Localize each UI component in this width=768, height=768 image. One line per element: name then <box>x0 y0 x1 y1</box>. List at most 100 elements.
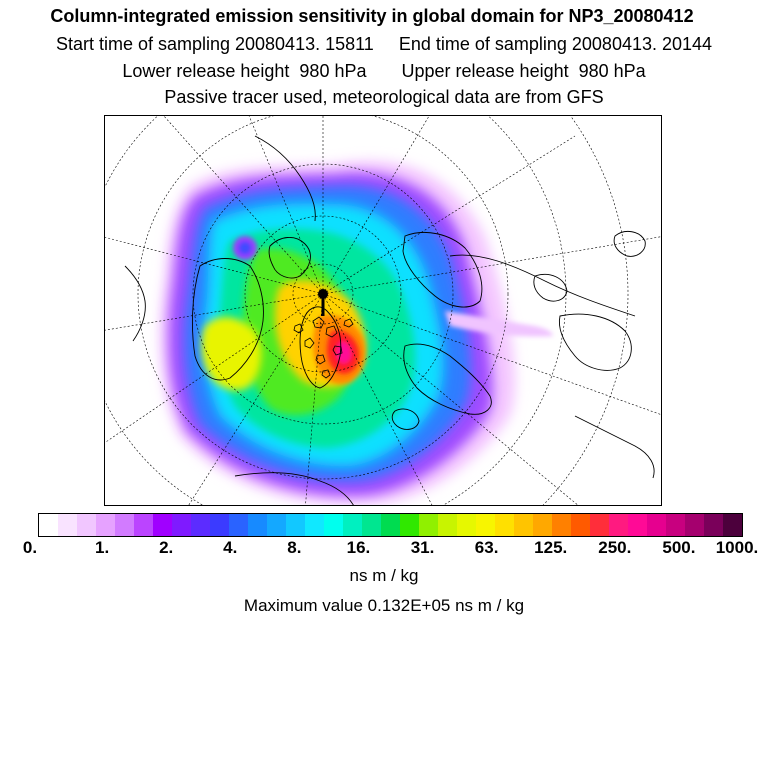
island-outline <box>343 318 354 328</box>
color-scale-tick-label: 500. <box>662 538 696 557</box>
field-eddy-blue <box>239 242 251 254</box>
color-scale-cell <box>400 514 419 536</box>
coastline-island <box>391 408 420 430</box>
color-scale-tick-label: 4. <box>223 538 238 557</box>
coastline-europe <box>403 343 492 415</box>
color-scale-cell <box>305 514 324 536</box>
color-scale-cell <box>362 514 381 536</box>
color-scale-cell <box>77 514 96 536</box>
color-scale-cell <box>134 514 153 536</box>
archipelago <box>293 316 354 379</box>
latitude-circle-60 <box>192 163 454 425</box>
island-outline <box>312 316 325 329</box>
coastline-siberia <box>402 231 483 308</box>
color-scale-cell <box>419 514 438 536</box>
coastline-west-edge <box>124 265 146 342</box>
color-scale-cell <box>533 514 552 536</box>
color-scale-tick-label: 63. <box>474 538 499 557</box>
color-scale-cell <box>571 514 590 536</box>
color-scale-cell <box>58 514 77 536</box>
release-point-marker <box>318 289 328 316</box>
meridian-line <box>322 293 579 505</box>
color-scale-cell <box>457 514 476 536</box>
color-scale-tick-label: 16. <box>346 538 371 557</box>
island-outline <box>332 345 343 356</box>
color-scale-cell <box>628 514 647 536</box>
color-scale-tick-label: 125. <box>534 538 568 557</box>
coastline-south <box>234 472 354 505</box>
color-scale-cell <box>514 514 533 536</box>
meridian-line <box>322 116 430 295</box>
color-scale-cell <box>229 514 248 536</box>
color-scale-cell <box>647 514 666 536</box>
island-outline <box>315 354 326 365</box>
coastlines <box>124 135 655 505</box>
meridian-line <box>322 293 661 415</box>
color-scale-cell <box>381 514 400 536</box>
color-scale-tick-label: 250. <box>598 538 632 557</box>
coastline-alaska <box>254 135 316 222</box>
color-scale-bar <box>38 513 743 537</box>
color-scale-cell <box>172 514 191 536</box>
meridian-line <box>105 293 324 331</box>
color-scale-cell <box>191 514 210 536</box>
color-scale-cell <box>96 514 115 536</box>
field-filament-east <box>445 311 553 337</box>
color-scale-unit: ns m / kg <box>349 566 419 585</box>
color-scale-cell <box>438 514 457 536</box>
color-scale-cell <box>210 514 229 536</box>
color-scale-ticks: 0. 1. 2. 4. 8. 16. 31. 63. 125. 250. 500. 1000. <box>0 538 768 558</box>
meridian-line <box>322 236 661 295</box>
coastline-southeast <box>574 415 655 479</box>
color-scale-cell <box>552 514 571 536</box>
meridian-line <box>305 293 324 505</box>
plot-title: Column-integrated emission sensitivity i… <box>50 6 694 26</box>
release-heights: Lower release height 980 hPa Upper relea… <box>122 61 646 81</box>
color-scale-cell <box>115 514 134 536</box>
coastline-island <box>613 230 646 257</box>
sampling-times: Start time of sampling 20080413. 15811 E… <box>55 34 713 54</box>
tracer-info: Passive tracer used, meteorological data… <box>164 87 604 107</box>
latitude-circle-70 <box>244 215 402 373</box>
island-outline <box>321 369 331 379</box>
color-scale-cell <box>723 514 742 536</box>
color-scale-cell <box>343 514 362 536</box>
color-scale-cell <box>495 514 514 536</box>
map-canvas <box>105 116 661 505</box>
color-scale-cell <box>39 514 58 536</box>
color-scale-cell <box>476 514 495 536</box>
coastline-greenland <box>299 306 342 389</box>
color-scale-cell <box>153 514 172 536</box>
coastline-north-america <box>191 258 264 381</box>
meridian-line <box>105 293 324 443</box>
color-scale-cell <box>609 514 628 536</box>
color-scale-cell <box>286 514 305 536</box>
sensitivity-map <box>104 115 662 506</box>
coastline-asia <box>558 313 632 371</box>
latitude-circle-30 <box>542 116 629 505</box>
coastline-island <box>533 273 568 302</box>
latitude-circle-50 <box>137 116 509 480</box>
island-outline <box>304 337 315 349</box>
color-scale-tick-label: 0. <box>22 538 38 557</box>
color-scale-tick-label: 2. <box>159 538 174 557</box>
island-outline <box>293 323 304 334</box>
maximum-value-label: Maximum value 0.132E+05 ns m / kg <box>243 596 525 615</box>
meridian-line <box>105 236 324 295</box>
color-scale-cell <box>685 514 704 536</box>
color-scale-cell <box>666 514 685 536</box>
sensitivity-field <box>160 160 553 505</box>
color-scale-cell <box>324 514 343 536</box>
meridian-line <box>322 293 433 505</box>
color-scale-cell <box>267 514 286 536</box>
color-scale-tick-label: 8. <box>287 538 302 557</box>
coastline-arctic-canada <box>268 237 311 279</box>
color-scale-cell <box>704 514 723 536</box>
color-scale-tick-label: 1. <box>94 538 110 557</box>
field-level-yellow-west <box>201 316 262 391</box>
color-scale-tick-label: 31. <box>410 538 435 557</box>
color-scale-cell <box>248 514 267 536</box>
meridian-line <box>322 135 576 295</box>
meridian-line <box>188 293 324 505</box>
color-scale-tick-label: 1000. <box>715 538 759 557</box>
